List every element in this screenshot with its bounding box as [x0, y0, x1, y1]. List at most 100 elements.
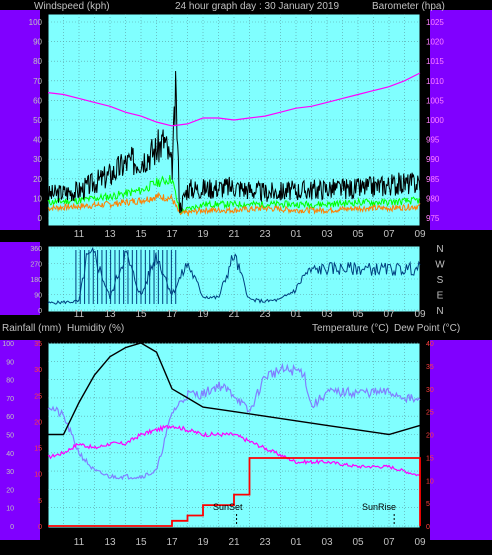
wind-tick-label: 70 [33, 77, 42, 86]
wind-tick-label: 0 [38, 214, 43, 223]
humidity-tick-label: 0 [10, 524, 14, 531]
windspeed-series [47, 70, 421, 214]
temperature-tick-label: 35 [426, 364, 434, 371]
temperature-tick-label: 10 [426, 478, 434, 485]
wind-axis-title: Windspeed (kph) [34, 1, 110, 12]
rainfall-tick-label: 35 [34, 341, 42, 348]
temperature-tick-label: 25 [426, 410, 434, 417]
chart-title: 24 hour graph day : 30 January 2019 [175, 1, 339, 12]
dir-right-area [430, 242, 492, 315]
x-tick-label: 15 [135, 229, 147, 240]
baro-tick-label: 1020 [426, 38, 444, 47]
baro-tick-label: 1015 [426, 57, 444, 66]
baro-axis-title: Barometer (hpa) [372, 1, 445, 12]
compass-label: N [436, 306, 443, 317]
x-tick-label: 05 [352, 229, 364, 240]
direction-tick-label: 90 [34, 293, 42, 300]
wind-tick-label: 40 [33, 136, 42, 145]
compass-label: E [437, 291, 444, 302]
direction-tick-label: 0 [38, 308, 42, 315]
dewpoint-series [47, 424, 421, 477]
x-tick-label: 05 [352, 537, 364, 548]
x-tick-label: 11 [74, 309, 85, 320]
x-tick-label: 23 [259, 537, 271, 548]
direction-tick-label: 270 [30, 262, 42, 269]
wind-tick-label: 80 [33, 57, 42, 66]
dir-left-frame [0, 242, 40, 315]
x-tick-label: 01 [290, 309, 302, 320]
direction-series [47, 247, 421, 305]
rainfall-tick-label: 25 [34, 393, 42, 400]
x-tick-label: 03 [321, 537, 333, 548]
x-tick-label: 11 [74, 229, 85, 240]
x-tick-label: 19 [197, 537, 209, 548]
divider-1 [0, 230, 492, 242]
wind-tick-label: 20 [33, 175, 42, 184]
sunrise-label: SunRise [362, 502, 396, 512]
temperature-tick-label: 40 [426, 341, 434, 348]
wind-tick-label: 90 [33, 38, 42, 47]
baro-tick-label: 1010 [426, 77, 444, 86]
rainfall-series [48, 457, 421, 527]
dewpoint-axis-title: Dew Point (°C) [394, 323, 460, 334]
barometer-series [47, 72, 421, 127]
humidity-tick-label: 80 [6, 378, 14, 385]
rainfall-tick-label: 0 [38, 524, 42, 531]
average-series [47, 191, 421, 217]
temperature-tick-label: 20 [426, 433, 434, 440]
baro-tick-label: 1000 [426, 116, 444, 125]
x-tick-label: 21 [228, 229, 240, 240]
humidity-tick-label: 100 [2, 341, 14, 348]
x-tick-label: 23 [259, 229, 271, 240]
compass-label: S [437, 275, 444, 286]
humidity-tick-label: 90 [6, 359, 14, 366]
wind-tick-label: 10 [33, 194, 42, 203]
x-tick-label: 19 [197, 229, 209, 240]
direction-tick-label: 180 [30, 277, 42, 284]
rainfall-tick-label: 30 [34, 367, 42, 374]
wind-tick-label: 100 [29, 18, 43, 27]
x-tick-label: 19 [197, 309, 209, 320]
temperature-tick-label: 30 [426, 387, 434, 394]
x-tick-label: 09 [414, 537, 426, 548]
baro-tick-label: 995 [426, 136, 440, 145]
x-tick-label: 01 [290, 537, 302, 548]
temperature-axis-title: Temperature (°C) [312, 323, 389, 334]
x-tick-label: 17 [166, 309, 178, 320]
wind-tick-label: 60 [33, 96, 42, 105]
x-tick-label: 03 [321, 229, 333, 240]
gust-series [47, 175, 421, 215]
x-tick-label: 03 [321, 309, 333, 320]
x-tick-label: 21 [228, 309, 240, 320]
x-tick-label: 05 [352, 309, 364, 320]
x-tick-label: 15 [135, 309, 147, 320]
humidity-tick-label: 20 [6, 487, 14, 494]
baro-tick-label: 980 [426, 194, 440, 203]
humidity-axis-title: Humidity (%) [67, 323, 124, 334]
divider-2 [0, 315, 492, 340]
humidity-tick-label: 70 [6, 396, 14, 403]
x-tick-label: 01 [290, 229, 302, 240]
baro-tick-label: 975 [426, 214, 440, 223]
top-bar [0, 0, 492, 10]
wind-tick-label: 30 [33, 155, 42, 164]
baro-tick-label: 985 [426, 175, 440, 184]
humidity-tick-label: 50 [6, 433, 14, 440]
x-tick-label: 13 [104, 229, 116, 240]
x-tick-label: 17 [166, 537, 178, 548]
x-tick-label: 13 [104, 537, 116, 548]
x-tick-label: 07 [383, 229, 395, 240]
wind-tick-label: 50 [33, 116, 42, 125]
baro-tick-label: 990 [426, 155, 440, 164]
temperature-series [48, 342, 421, 436]
x-tick-label: 15 [135, 537, 147, 548]
humidity-tick-label: 60 [6, 414, 14, 421]
bottom-bar [0, 540, 492, 555]
x-tick-label: 07 [383, 309, 395, 320]
temperature-tick-label: 5 [426, 501, 430, 508]
x-tick-label: 11 [74, 537, 85, 548]
x-tick-label: 09 [414, 229, 426, 240]
humidity-tick-label: 10 [6, 506, 14, 513]
x-tick-label: 21 [228, 537, 240, 548]
